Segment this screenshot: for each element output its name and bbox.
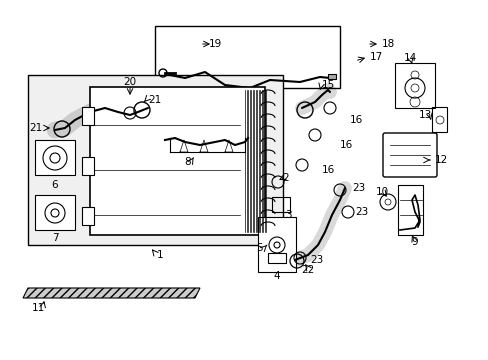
Text: 23: 23 <box>309 255 323 265</box>
Text: 12: 12 <box>434 155 447 165</box>
Text: 21: 21 <box>148 95 161 105</box>
Text: 4: 4 <box>273 271 280 281</box>
FancyBboxPatch shape <box>35 140 75 175</box>
Bar <box>82 157 94 175</box>
Polygon shape <box>23 288 200 298</box>
FancyBboxPatch shape <box>382 133 436 177</box>
Text: 8: 8 <box>184 157 191 167</box>
Text: 15: 15 <box>321 80 335 90</box>
Bar <box>397 185 422 235</box>
Text: 23: 23 <box>351 183 365 193</box>
Text: 16: 16 <box>321 165 335 175</box>
Text: 20: 20 <box>123 77 136 87</box>
FancyBboxPatch shape <box>35 195 75 230</box>
Text: 18: 18 <box>381 39 394 49</box>
FancyBboxPatch shape <box>90 87 264 235</box>
Bar <box>82 207 94 225</box>
Text: 16: 16 <box>349 115 363 125</box>
Text: 1: 1 <box>156 250 163 260</box>
Text: 16: 16 <box>339 140 352 150</box>
Text: 14: 14 <box>403 53 416 63</box>
Text: 13: 13 <box>418 110 431 120</box>
Text: 3: 3 <box>285 210 291 220</box>
Text: 10: 10 <box>375 187 388 197</box>
Bar <box>82 107 94 125</box>
Text: 21: 21 <box>29 123 42 133</box>
Text: 17: 17 <box>369 52 383 62</box>
FancyBboxPatch shape <box>28 75 283 245</box>
Text: 7: 7 <box>52 233 58 243</box>
Text: 5: 5 <box>256 243 263 253</box>
Text: 9: 9 <box>411 237 417 247</box>
FancyBboxPatch shape <box>155 26 339 88</box>
FancyBboxPatch shape <box>258 217 295 272</box>
Text: 11: 11 <box>31 303 44 313</box>
Bar <box>267 253 285 263</box>
Text: 6: 6 <box>52 180 58 190</box>
Text: 19: 19 <box>208 39 221 49</box>
Bar <box>327 74 335 79</box>
Text: 23: 23 <box>354 207 367 217</box>
Text: 22: 22 <box>301 265 314 275</box>
Bar <box>271 197 289 212</box>
FancyBboxPatch shape <box>394 63 434 108</box>
Bar <box>431 107 446 132</box>
Text: 2: 2 <box>282 173 288 183</box>
